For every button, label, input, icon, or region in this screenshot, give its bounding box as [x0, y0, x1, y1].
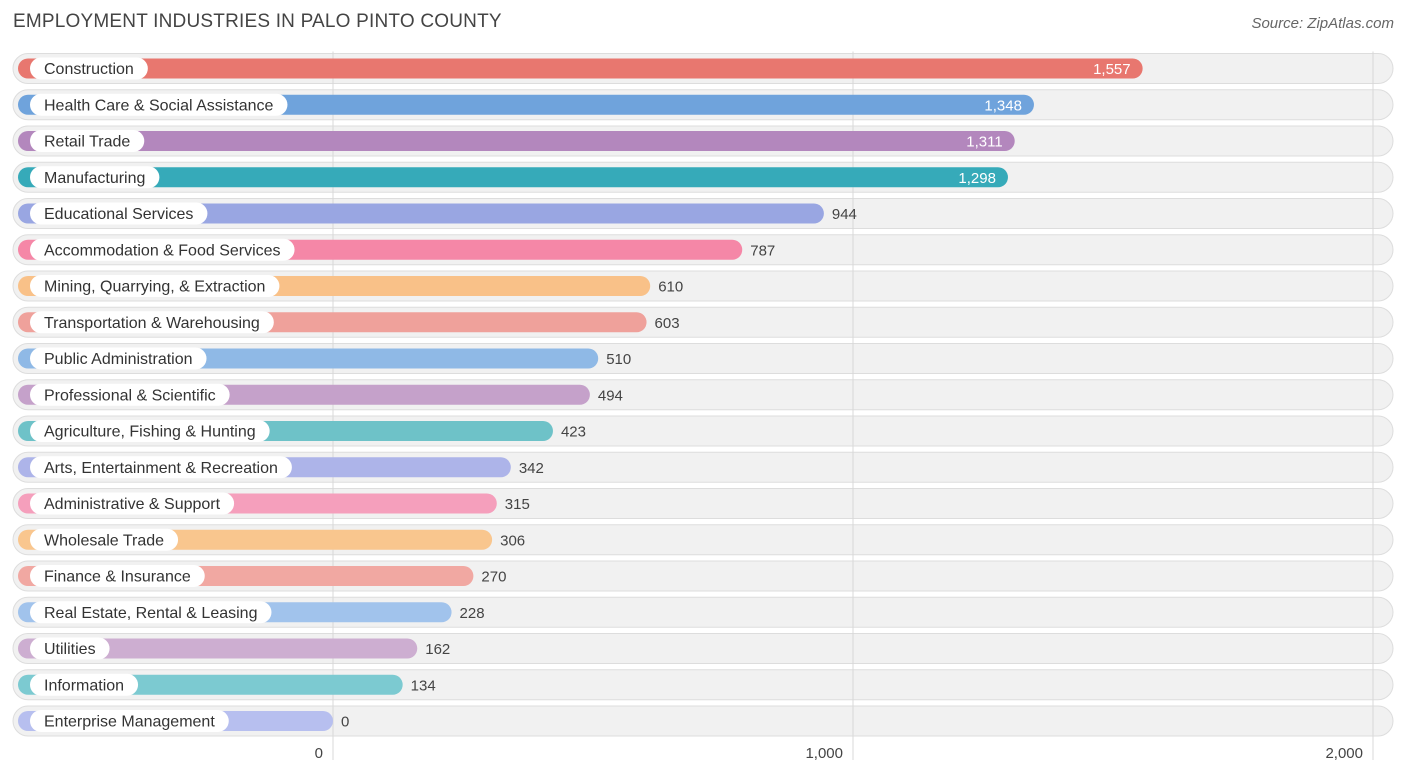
category-label-pill — [30, 202, 208, 225]
value-label: 423 — [561, 424, 586, 441]
category-label: Mining, Quarrying, & Extraction — [44, 279, 265, 296]
category-label: Enterprise Management — [44, 714, 215, 731]
category-label-pill — [30, 456, 292, 479]
value-label: 1,557 — [1093, 61, 1131, 78]
value-label: 944 — [832, 206, 857, 223]
value-label: 603 — [655, 315, 680, 332]
value-label: 342 — [519, 460, 544, 477]
category-label: Information — [44, 677, 124, 694]
category-label: Manufacturing — [44, 170, 145, 187]
category-label: Administrative & Support — [44, 496, 221, 513]
value-label: 610 — [658, 279, 683, 296]
value-label: 0 — [341, 714, 349, 731]
category-label: Accommodation & Food Services — [44, 242, 281, 259]
bars: Construction 1,557 Health Care & Social As… — [18, 57, 1143, 732]
category-label: Public Administration — [44, 351, 193, 368]
category-label: Arts, Entertainment & Recreation — [44, 460, 278, 477]
category-label-pill — [30, 528, 179, 551]
category-label: Educational Services — [44, 206, 193, 223]
bar — [18, 638, 418, 659]
category-label-pill — [30, 166, 160, 189]
x-tick-label: 0 — [315, 745, 323, 762]
value-label: 162 — [425, 641, 450, 658]
category-label: Real Estate, Rental & Leasing — [44, 605, 257, 622]
category-label-pill — [30, 565, 205, 587]
category-label-pill — [30, 601, 272, 624]
category-label-pill — [30, 347, 207, 370]
category-label-pill — [30, 673, 139, 696]
category-label-pill — [30, 93, 288, 116]
value-label: 787 — [750, 242, 775, 259]
chart-title: EMPLOYMENT INDUSTRIES IN PALO PINTO COUN… — [13, 11, 502, 32]
x-tick-label: 2,000 — [1325, 745, 1363, 762]
category-label-pill — [30, 275, 280, 297]
row-background — [12, 705, 1394, 737]
value-label: 510 — [606, 351, 631, 368]
value-label: 228 — [460, 605, 485, 622]
value-label: 315 — [505, 496, 530, 513]
value-label: 306 — [500, 532, 525, 549]
category-label-pill — [30, 311, 274, 334]
category-label: Utilities — [44, 641, 96, 658]
bar — [18, 203, 824, 224]
value-label: 270 — [481, 569, 506, 586]
value-label: 1,348 — [984, 97, 1022, 114]
category-label: Transportation & Warehousing — [44, 315, 260, 332]
x-axis-ticks: 0 1,000 2,000 — [315, 745, 1363, 762]
value-label: 134 — [411, 677, 436, 694]
category-label: Professional & Scientific — [44, 387, 216, 404]
category-label: Health Care & Social Assistance — [44, 97, 274, 114]
value-label: 494 — [598, 387, 623, 404]
category-label-pill — [30, 637, 110, 660]
category-label-pill — [30, 238, 295, 261]
category-label: Finance & Insurance — [44, 569, 191, 586]
bar — [18, 167, 1008, 188]
category-label: Construction — [44, 61, 134, 78]
category-label-pill — [30, 383, 230, 406]
category-label-pill — [30, 420, 270, 442]
chart-source: Source: ZipAtlas.com — [1251, 15, 1394, 32]
category-label-pill — [30, 492, 235, 515]
category-label-pill — [30, 130, 145, 152]
category-label: Wholesale Trade — [44, 532, 164, 549]
x-tick-label: 1,000 — [805, 745, 843, 762]
category-label: Retail Trade — [44, 134, 130, 151]
value-label: 1,298 — [958, 170, 996, 187]
category-label: Agriculture, Fishing & Hunting — [44, 424, 256, 441]
category-label-pill — [30, 710, 229, 732]
bar — [18, 58, 1143, 79]
value-label: 1,311 — [966, 134, 1002, 151]
category-label-pill — [30, 57, 148, 80]
bar — [18, 131, 1015, 151]
